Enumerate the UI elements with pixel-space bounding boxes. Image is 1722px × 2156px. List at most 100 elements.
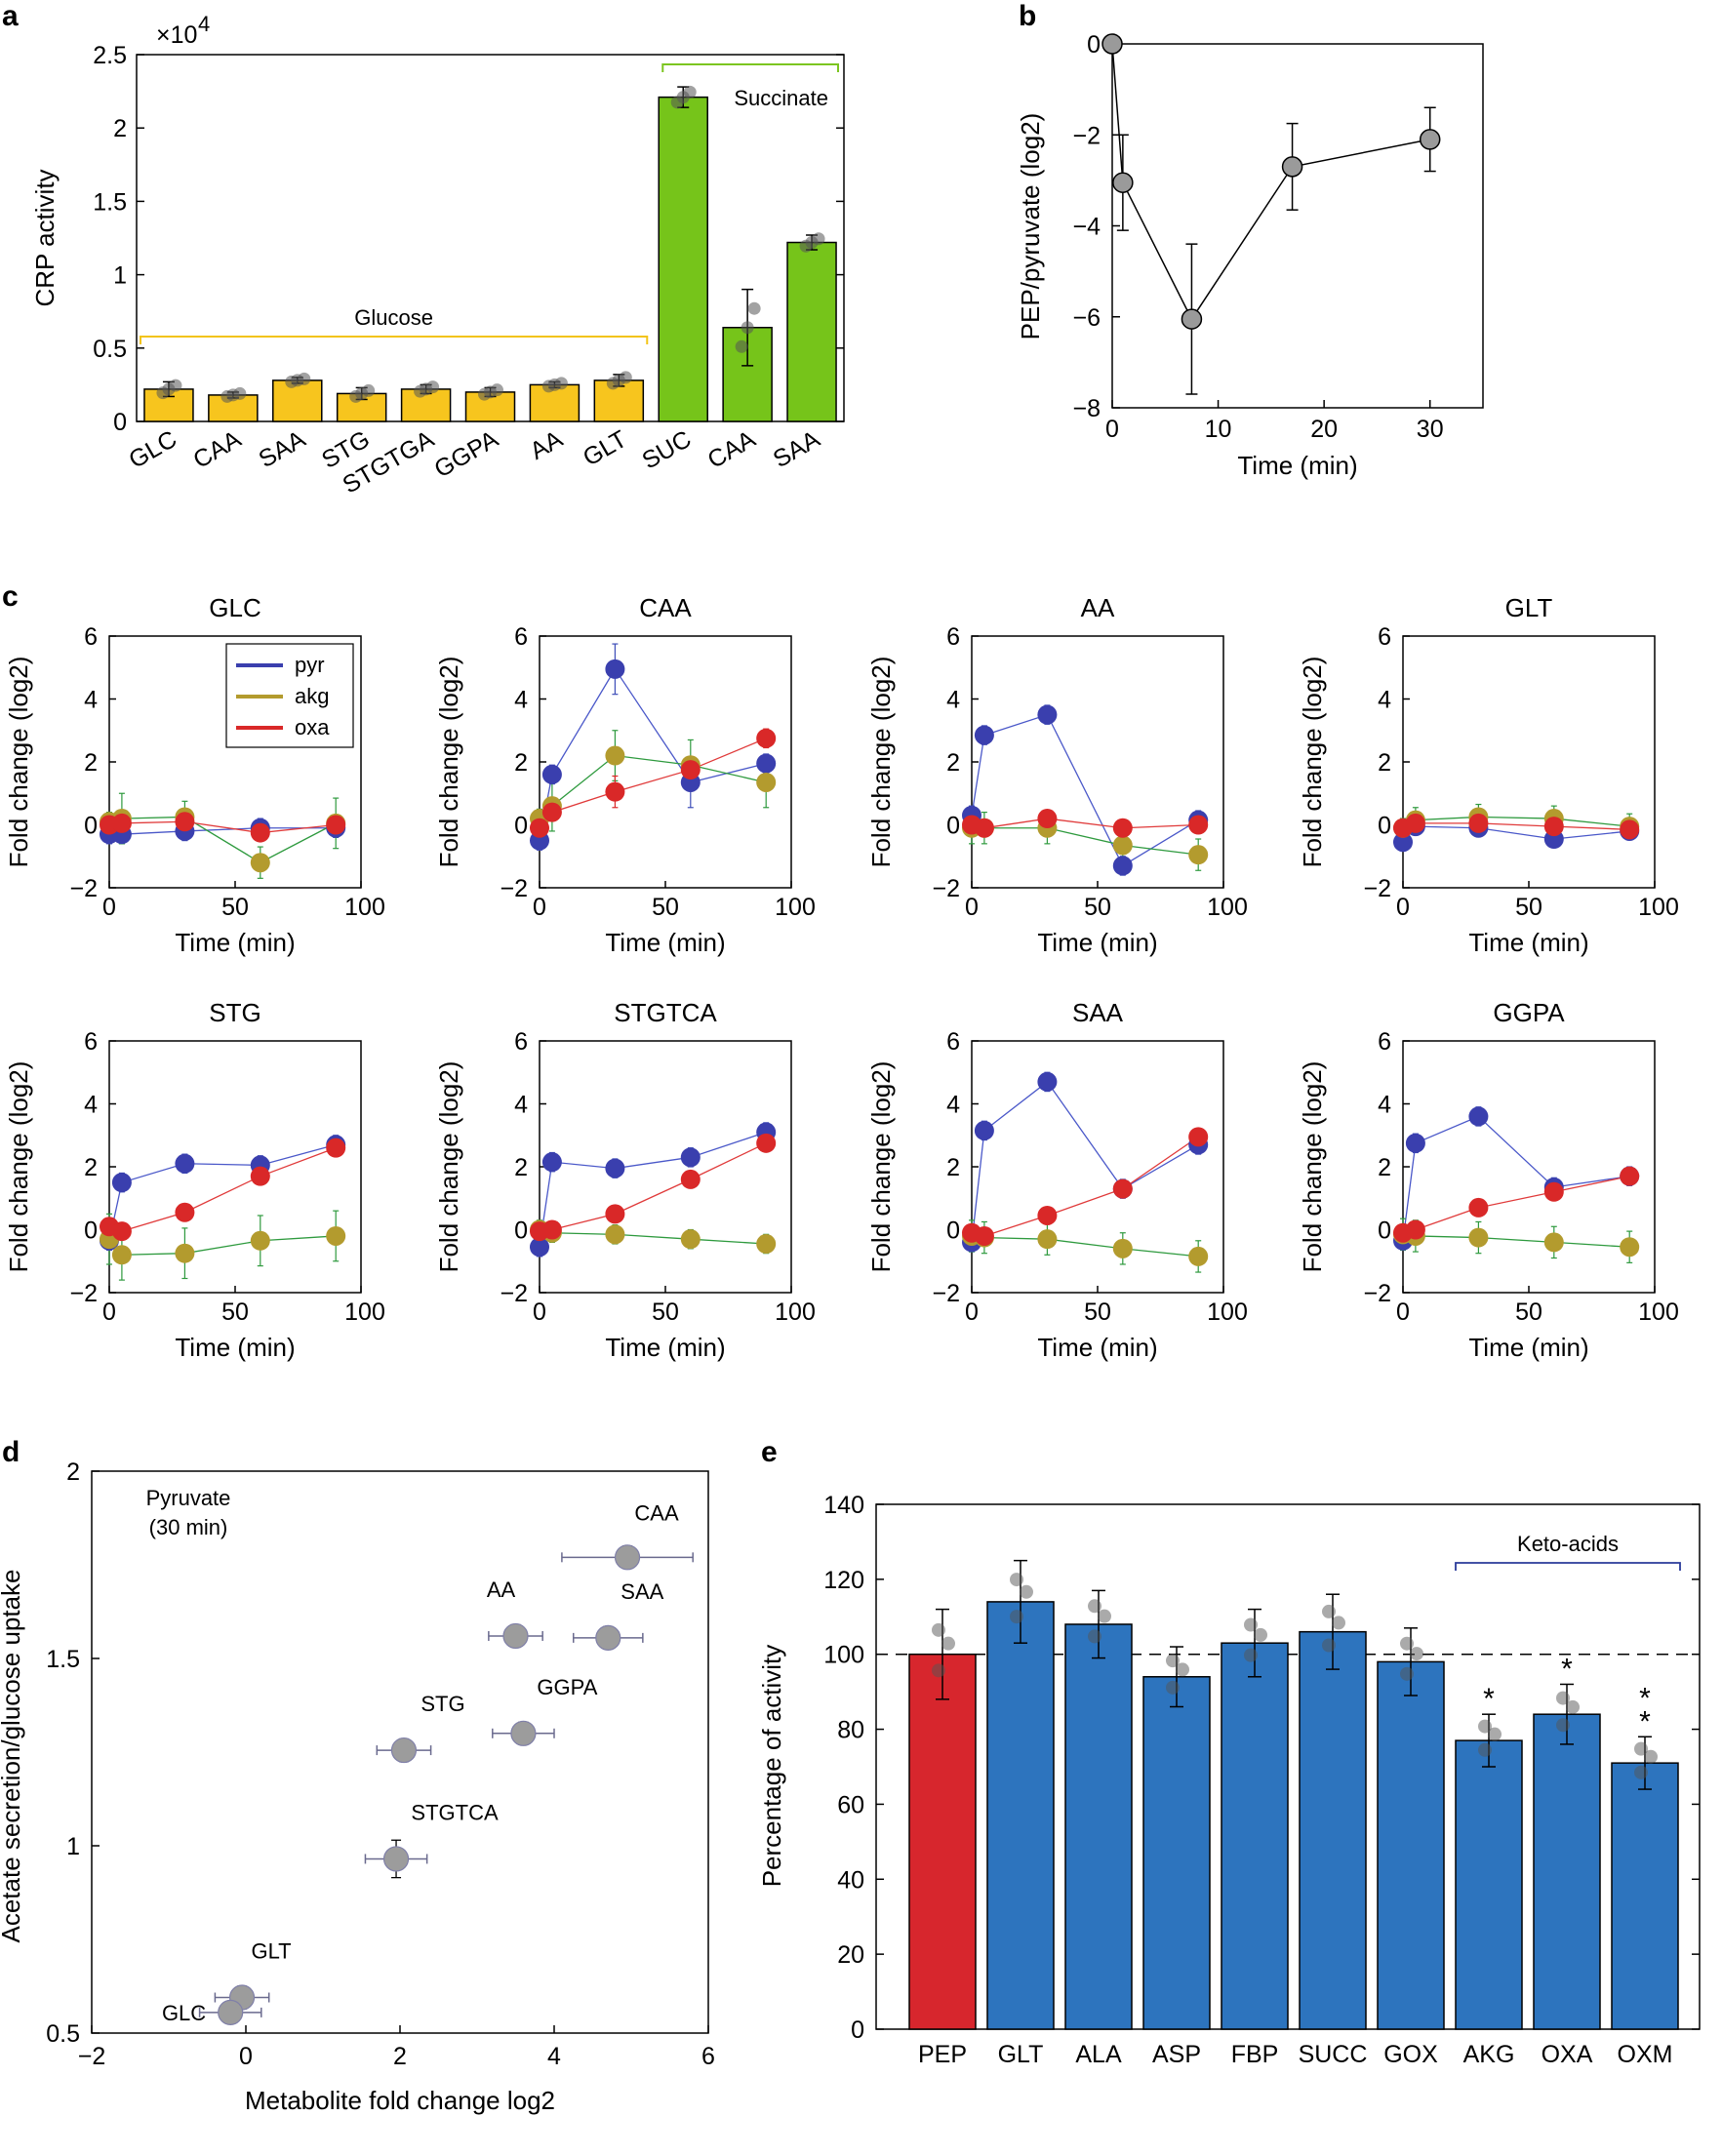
- replicate-dot: [1166, 1654, 1180, 1668]
- y-tick-label: 6: [946, 1028, 960, 1056]
- y-tick-label: 0: [514, 1218, 528, 1245]
- x-axis-label: Time (min): [1468, 1333, 1588, 1362]
- series-line-pyr: [539, 667, 767, 841]
- x-tick-label: 0: [1396, 894, 1410, 921]
- data-point-pyr: [1393, 832, 1413, 853]
- replicate-dot: [941, 1636, 955, 1651]
- y-tick-label: 2: [514, 749, 528, 777]
- y-tick-label: −4: [1072, 214, 1101, 241]
- data-point: [218, 1999, 244, 2025]
- data-point-pyr: [175, 1153, 195, 1174]
- replicate-dot: [1244, 1648, 1258, 1662]
- plot-frame-b: [1111, 43, 1484, 409]
- replicate-dot: [741, 321, 754, 335]
- data-point-oxa: [1037, 1205, 1058, 1225]
- data-point-oxa: [175, 812, 195, 832]
- y-tick-label: 0: [946, 813, 960, 840]
- data-point-akg: [1468, 1227, 1489, 1248]
- panel-letter-a: a: [2, 0, 19, 32]
- series-line: [1111, 43, 1430, 321]
- point-label: STGTCA: [411, 1800, 499, 1824]
- data-point-oxa: [1468, 1197, 1489, 1218]
- bar: [1221, 1642, 1289, 2030]
- subplot-title: GLT: [1505, 593, 1553, 622]
- replicate-dot: [735, 339, 748, 353]
- y-axis-label: CRP activity: [30, 169, 60, 306]
- x-axis-label: Time (min): [605, 1333, 725, 1362]
- y-tick-label: 2: [1378, 1154, 1391, 1181]
- data-point-oxa: [1543, 1181, 1564, 1202]
- replicate-dot: [1400, 1666, 1414, 1681]
- data-point-oxa: [1405, 813, 1425, 833]
- keto-acids-bracket: [1455, 1562, 1681, 1571]
- y-tick-label: 0: [1087, 31, 1101, 59]
- bar: [658, 96, 708, 422]
- data-point-oxa: [1112, 818, 1133, 838]
- replicate-dot: [1098, 1609, 1111, 1623]
- subplot-title: GGPA: [1493, 998, 1565, 1027]
- data-point-oxa: [605, 1204, 625, 1224]
- succinate-annotation: Succinate: [734, 86, 828, 110]
- x-tick-label: 6: [701, 2043, 715, 2070]
- data-point-akg: [1112, 1238, 1133, 1258]
- data-point-pyr: [1037, 1071, 1058, 1092]
- data-point-oxa: [1037, 809, 1058, 829]
- data-point-oxa: [326, 1138, 346, 1158]
- data-point-oxa: [680, 760, 701, 780]
- x-tick-label: SUC: [638, 425, 697, 475]
- y-tick-label: 0.5: [93, 336, 127, 363]
- x-tick-label: GLT: [998, 2041, 1044, 2068]
- y-tick-label: 2: [1378, 749, 1391, 777]
- replicate-dot: [1478, 1719, 1492, 1734]
- y-tick-label: 4: [1378, 1092, 1391, 1119]
- replicate-dot: [1010, 1610, 1023, 1624]
- y-tick-label: 2: [84, 1154, 98, 1181]
- replicate-dot: [1166, 1680, 1180, 1695]
- y-tick-label: 4: [946, 687, 960, 714]
- bar: [1377, 1660, 1445, 2030]
- replicate-dot: [1634, 1765, 1648, 1779]
- y-tick-label: −2: [1363, 875, 1391, 902]
- bar: [1611, 1762, 1679, 2030]
- x-tick-label: 4: [547, 2043, 561, 2070]
- bar: [1142, 1676, 1211, 2030]
- data-point-pyr: [1112, 856, 1133, 876]
- y-tick-label: 0: [514, 813, 528, 840]
- data-point-akg: [680, 1229, 701, 1250]
- x-tick-label: 0: [239, 2043, 253, 2070]
- data-point-akg: [111, 1245, 132, 1265]
- data-point-akg: [1037, 1229, 1058, 1250]
- data-point-akg: [1112, 835, 1133, 856]
- y-tick-label: −2: [500, 1280, 528, 1307]
- replicate-dot: [1634, 1741, 1648, 1756]
- replicate-dot: [233, 386, 247, 400]
- data-point-oxa: [541, 1219, 562, 1240]
- y-tick-label: 1.5: [46, 1646, 80, 1673]
- bar: [986, 1601, 1055, 2030]
- y-tick-label: 0: [851, 2016, 864, 2044]
- data-point-akg: [605, 745, 625, 766]
- data-point-pyr: [111, 1173, 132, 1193]
- y-tick-label: 0: [84, 1218, 98, 1245]
- data-point-akg: [250, 1230, 270, 1251]
- x-tick-label: GLT: [579, 425, 632, 472]
- x-tick-label: GLC: [124, 425, 181, 474]
- replicate-dot: [619, 371, 632, 384]
- y-tick-label: 1: [66, 1833, 80, 1860]
- replicate-dot: [1400, 1636, 1414, 1651]
- y-tick-label: 6: [514, 1028, 528, 1056]
- series-line-oxa: [971, 1136, 1199, 1237]
- replicate-dot: [1010, 1573, 1023, 1587]
- series-line-pyr: [539, 1131, 767, 1248]
- x-tick-label: 0: [533, 1298, 546, 1326]
- x-tick-label: 50: [221, 1298, 249, 1326]
- data-point-oxa: [756, 1133, 777, 1153]
- bar: [272, 379, 323, 422]
- x-axis-label: Time (min): [1468, 928, 1588, 957]
- y-axis-label: Fold change (log2): [1298, 657, 1327, 868]
- replicate-dot: [1332, 1616, 1345, 1630]
- subplot-title: AA: [1081, 593, 1115, 622]
- replicate-dot: [1176, 1662, 1189, 1677]
- replicate-dot: [1088, 1629, 1101, 1644]
